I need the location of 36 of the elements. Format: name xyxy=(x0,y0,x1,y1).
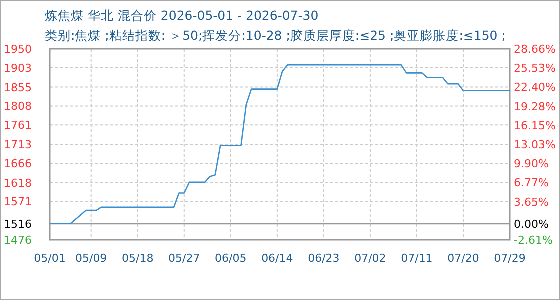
chart-subtitle: 类别:焦煤 ;粘结指数: ＞50;挥发分:10-28 ;胶质层厚度:≤25 ;奥亚膨胀度:≤150 ; xyxy=(45,28,506,43)
y2-tick-label: 13.03% xyxy=(514,138,556,152)
x-tick-label: 06/05 xyxy=(215,252,247,265)
x-tick-label: 07/02 xyxy=(354,252,386,265)
y2-tick-label: 9.90% xyxy=(514,158,549,171)
y2-tick-label: 25.53% xyxy=(514,62,556,76)
x-tick-label: 05/27 xyxy=(168,252,200,265)
y2-tick-label: 28.66% xyxy=(514,43,556,56)
x-tick-label: 07/29 xyxy=(494,252,526,265)
y2-tick-label: 19.28% xyxy=(514,100,556,114)
y-tick-label: 1903 xyxy=(4,62,32,75)
x-tick-label: 05/09 xyxy=(75,252,108,265)
y-tick-label: 1808 xyxy=(4,100,32,114)
y2-tick-label: 3.65% xyxy=(514,196,549,209)
y-tick-label: 1950 xyxy=(4,43,32,56)
y2-tick-label: -2.61% xyxy=(514,234,553,247)
y-tick-label: 1761 xyxy=(4,119,32,132)
y-tick-label: 1618 xyxy=(4,176,32,190)
y-tick-label: 1855 xyxy=(4,81,32,94)
y-tick-label: 1713 xyxy=(4,138,32,152)
y-tick-label: 1666 xyxy=(4,157,32,170)
y2-tick-label: 22.40% xyxy=(514,81,556,94)
x-tick-label: 06/23 xyxy=(308,252,340,265)
y-tick-label: 1571 xyxy=(4,196,32,209)
y-tick-label: 1476 xyxy=(4,234,32,247)
x-tick-label: 07/11 xyxy=(401,252,433,265)
x-tick-label: 05/18 xyxy=(122,252,154,265)
chart-title: 炼焦煤 华北 混合价 2026-05-01 - 2026-07-30 xyxy=(45,8,319,23)
y2-tick-label: 6.77% xyxy=(514,176,549,190)
x-tick-label: 05/01 xyxy=(34,252,66,265)
y-tick-label: 1516 xyxy=(4,218,32,231)
y2-tick-label: 0.00% xyxy=(514,218,549,232)
y2-tick-label: 16.15% xyxy=(514,119,556,132)
line-series xyxy=(49,64,511,225)
x-tick-label: 06/14 xyxy=(262,252,294,265)
x-tick-label: 07/20 xyxy=(448,252,480,265)
